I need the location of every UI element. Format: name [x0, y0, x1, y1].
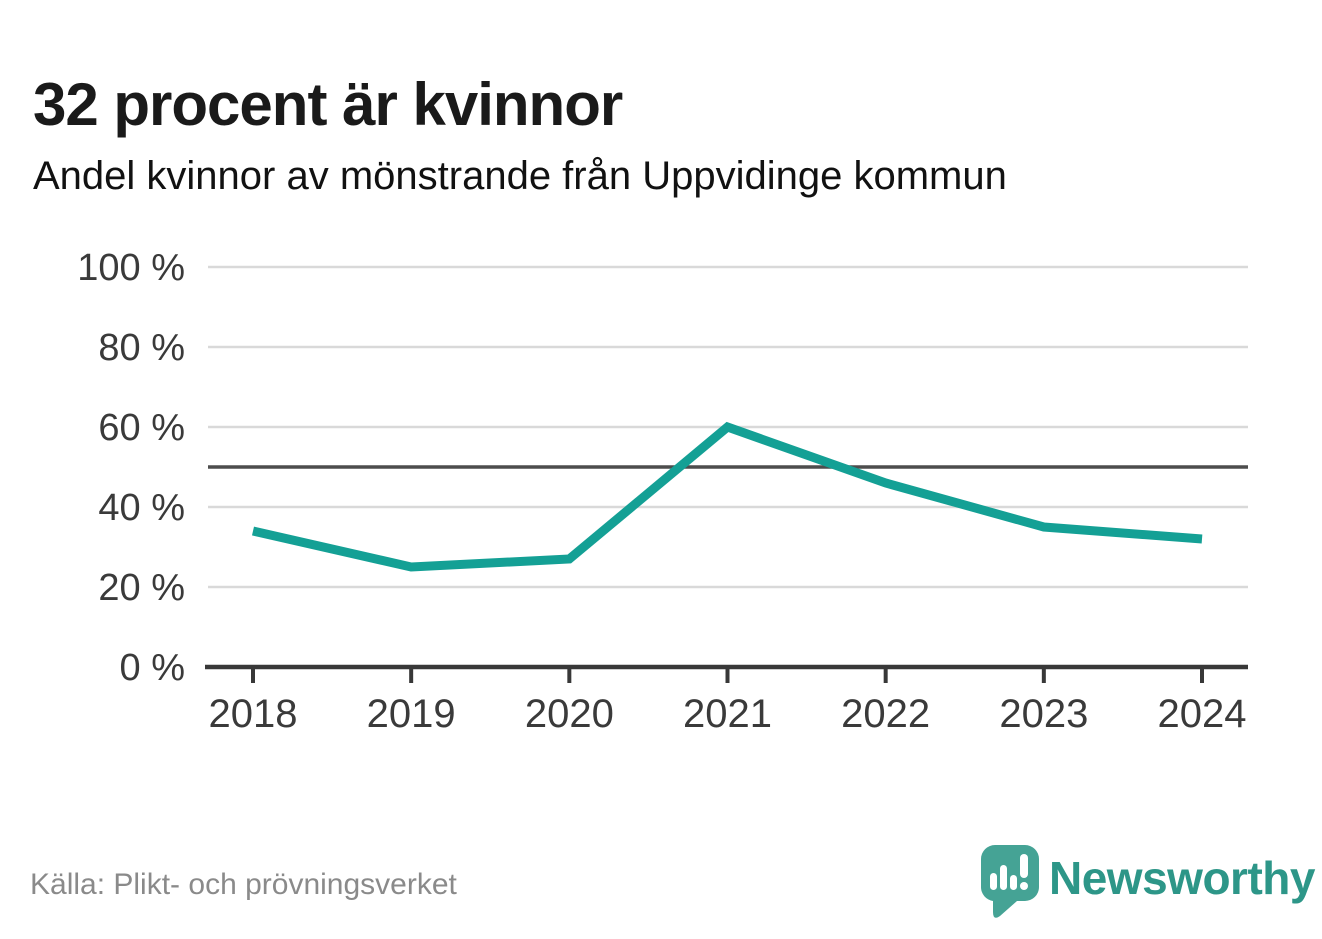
source-note: Källa: Plikt- och prövningsverket	[30, 868, 457, 901]
x-tick-label: 2019	[367, 692, 456, 736]
x-tick-label: 2021	[683, 692, 772, 736]
newsworthy-logo: Newsworthy	[981, 845, 1315, 919]
x-tick-label: 2018	[209, 692, 298, 736]
data-line	[252, 421, 1203, 572]
logo-bar-1	[990, 873, 997, 890]
logo-exclamation-dot	[1020, 882, 1028, 890]
x-tick-label: 2022	[841, 692, 930, 736]
logo-exclamation-bar	[1020, 854, 1028, 878]
y-tick-label: 80 %	[98, 327, 185, 369]
y-tick-label: 20 %	[98, 567, 185, 609]
x-tick-label: 2023	[999, 692, 1088, 736]
y-tick-label: 60 %	[98, 407, 185, 449]
chart-subtitle: Andel kvinnor av mönstrande från Uppvidi…	[33, 154, 1007, 198]
logo-bar-2	[1000, 865, 1007, 890]
newsworthy-wordmark: Newsworthy	[1049, 852, 1315, 904]
y-tick-label: 100 %	[77, 247, 185, 289]
logo-bar-3	[1010, 875, 1017, 890]
y-tick-label: 0 %	[120, 647, 185, 689]
x-tick-label: 2024	[1158, 692, 1247, 736]
x-tick-label: 2020	[525, 692, 614, 736]
newsworthy-logo-icon	[981, 845, 1039, 918]
y-tick-label: 40 %	[98, 487, 185, 529]
line-chart-svg: 2018 2019 2020 2021 2022 2023 2024 0 % 20 % 40 % 6…	[77, 247, 1248, 736]
page-title: 32 procent är kvinnor	[33, 71, 623, 139]
